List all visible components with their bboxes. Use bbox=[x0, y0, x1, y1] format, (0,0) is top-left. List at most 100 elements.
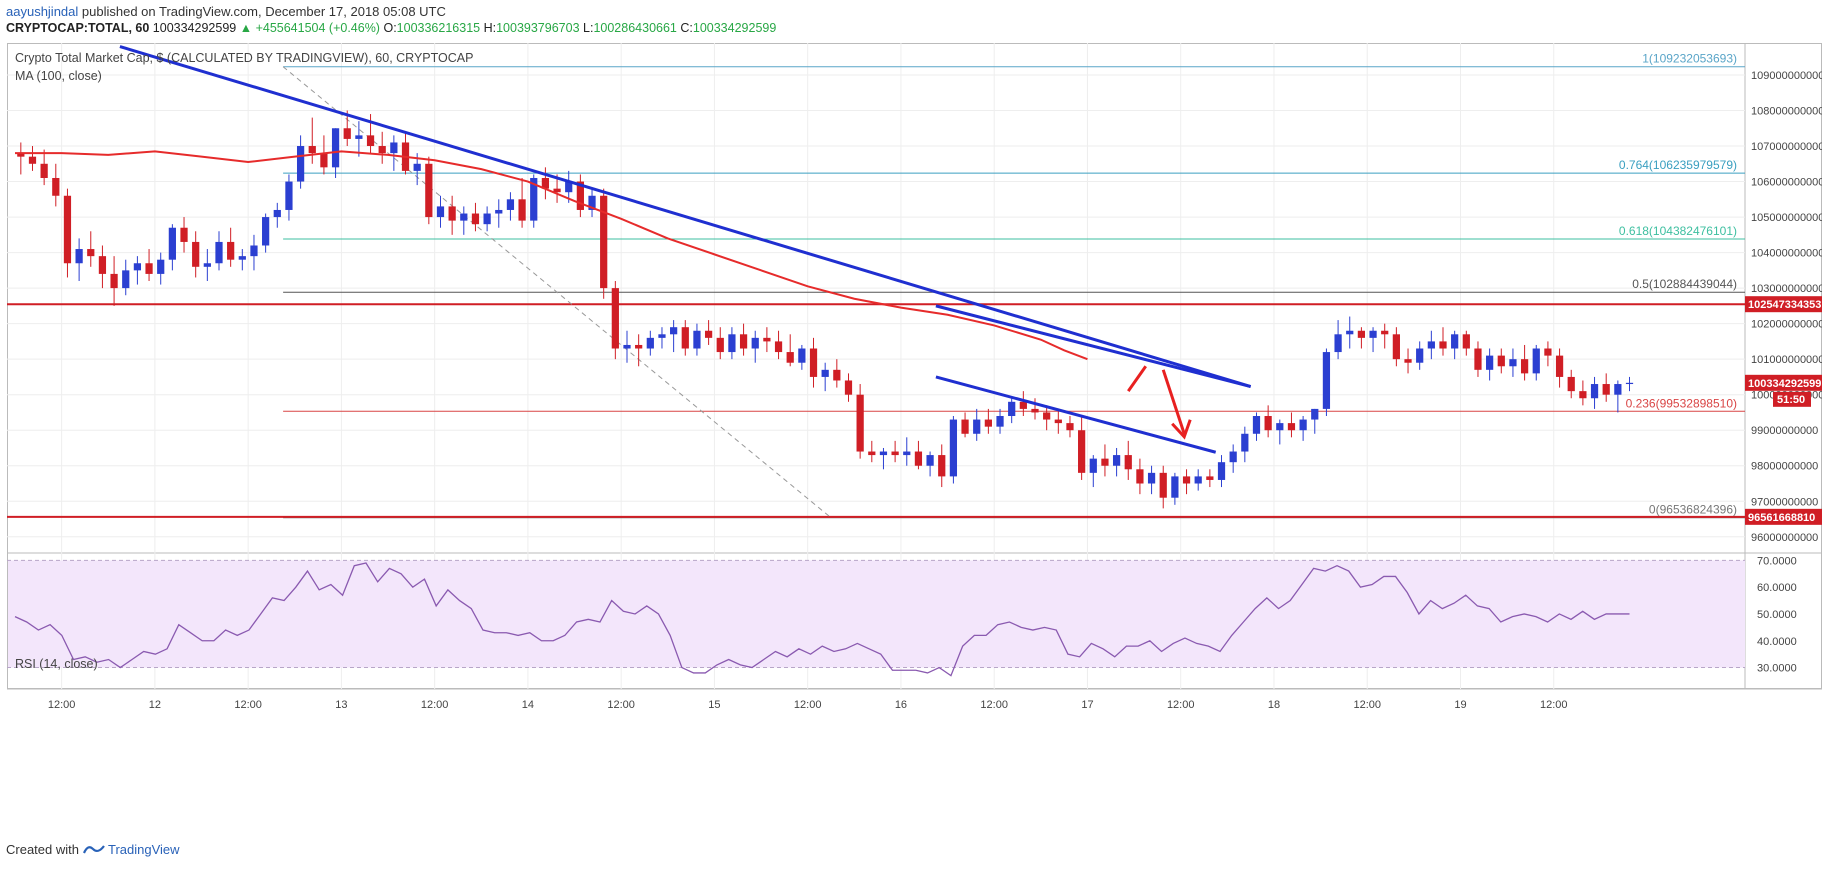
candle-body bbox=[390, 142, 398, 154]
open-value: 100336216315 bbox=[396, 21, 481, 35]
candle-body bbox=[1136, 469, 1144, 484]
candle-body bbox=[110, 273, 118, 289]
candle-body bbox=[122, 270, 130, 289]
candle-body bbox=[623, 344, 631, 349]
candle-body bbox=[98, 256, 107, 274]
candle-body bbox=[786, 352, 794, 363]
candle-body bbox=[1520, 359, 1529, 374]
candle-body bbox=[145, 263, 153, 274]
rsi-legend[interactable]: RSI (14, close) bbox=[15, 657, 98, 671]
candle-body bbox=[250, 245, 258, 257]
rsi-tick-label: 40.0000 bbox=[1757, 636, 1797, 648]
x-tick-label: 18 bbox=[1268, 699, 1280, 711]
last-price: 100334292599 bbox=[152, 21, 237, 35]
candle-body bbox=[296, 146, 305, 182]
candle-body bbox=[238, 256, 246, 260]
ma-legend[interactable]: MA (100, close) bbox=[15, 69, 102, 83]
candle-body bbox=[1147, 472, 1156, 484]
y-tick-label: 99000000000 bbox=[1751, 425, 1818, 437]
x-tick-label: 17 bbox=[1081, 699, 1093, 711]
candle-body bbox=[891, 451, 899, 456]
candle-body bbox=[1019, 401, 1027, 409]
candle-body bbox=[973, 419, 981, 434]
candle-body bbox=[40, 163, 48, 178]
main-trendline bbox=[119, 45, 1252, 388]
candle-body bbox=[856, 394, 864, 452]
candle-body bbox=[1112, 455, 1121, 466]
x-tick-label: 16 bbox=[895, 699, 907, 711]
current-price-value: 100334292599 bbox=[1748, 378, 1821, 390]
publish-header: aayushjindal published on TradingView.co… bbox=[6, 4, 446, 19]
x-tick-label: 12:00 bbox=[234, 699, 262, 711]
candle-body bbox=[1357, 330, 1366, 338]
y-tick-label: 106000000000 bbox=[1751, 177, 1822, 189]
candle-body bbox=[28, 156, 37, 164]
candle-body bbox=[1159, 472, 1167, 498]
candle-body bbox=[413, 163, 421, 171]
candle-body bbox=[658, 334, 666, 338]
candle-body bbox=[448, 206, 456, 221]
candle-body bbox=[1602, 384, 1610, 395]
candle-body bbox=[576, 181, 584, 210]
candle-body bbox=[1101, 458, 1109, 466]
y-tick-label: 104000000000 bbox=[1751, 248, 1822, 260]
y-tick-label: 107000000000 bbox=[1751, 141, 1822, 153]
candle-body bbox=[693, 330, 701, 349]
tradingview-link[interactable]: TradingView bbox=[108, 842, 180, 857]
fib-0-label: 0(96536824396) bbox=[1649, 503, 1737, 517]
down-arrow-shaft bbox=[1161, 369, 1186, 435]
candle-body bbox=[215, 241, 223, 264]
candle-body bbox=[844, 380, 853, 395]
candle-body bbox=[553, 188, 561, 193]
candle-body bbox=[879, 451, 888, 456]
resistance-line-value: 102547334353 bbox=[1748, 299, 1821, 311]
candle-body bbox=[821, 369, 829, 377]
fib-1-label: 1(109232053693) bbox=[1642, 52, 1737, 66]
candle-body bbox=[168, 227, 176, 260]
candle-body bbox=[192, 241, 200, 267]
candle-body bbox=[436, 206, 445, 218]
candle-body bbox=[938, 455, 946, 477]
fib-0236-label: 0.236(99532898510) bbox=[1626, 396, 1737, 410]
candle-body bbox=[914, 451, 923, 466]
candle-body bbox=[611, 288, 619, 349]
candle-body bbox=[996, 416, 1004, 427]
fib-diagonal bbox=[282, 66, 832, 519]
price-chart[interactable]: 1(109232053693) 0.764(106235979579) 0.618(… bbox=[7, 43, 1822, 840]
candle-body bbox=[681, 327, 689, 349]
candle-body bbox=[809, 348, 818, 377]
candle-body bbox=[1194, 476, 1202, 484]
candle-body bbox=[541, 177, 550, 189]
x-tick-label: 12 bbox=[149, 699, 161, 711]
candle-body bbox=[1252, 416, 1261, 434]
low-value: 100286430661 bbox=[593, 21, 677, 35]
candle-body bbox=[157, 259, 165, 274]
rsi-tick-label: 50.0000 bbox=[1757, 609, 1797, 621]
candle-body bbox=[1462, 334, 1470, 349]
candle-body bbox=[728, 334, 736, 353]
published-text: published on TradingView.com, December 1… bbox=[81, 4, 446, 19]
rsi-band bbox=[8, 560, 1745, 668]
author-link[interactable]: aayushjindal bbox=[6, 4, 79, 19]
support-line-value: 96561668810 bbox=[1748, 512, 1815, 524]
symbol-name: CRYPTOCAP:TOTAL, 60 bbox=[6, 21, 150, 35]
candle-body bbox=[1287, 423, 1296, 431]
candle-body bbox=[1299, 419, 1307, 431]
candle-body bbox=[1486, 355, 1494, 370]
x-tick-label: 12:00 bbox=[794, 699, 822, 711]
candle-body bbox=[203, 263, 211, 267]
candle-body bbox=[227, 241, 235, 260]
candle-body bbox=[751, 337, 759, 349]
candle-body bbox=[1311, 408, 1319, 420]
candle-body bbox=[868, 451, 876, 456]
countdown-badge bbox=[1773, 391, 1811, 407]
candle-body bbox=[1008, 401, 1016, 417]
candle-body bbox=[331, 128, 340, 168]
candle-body bbox=[506, 199, 515, 210]
x-tick-label: 12:00 bbox=[1353, 699, 1381, 711]
y-tick-label: 103000000000 bbox=[1751, 283, 1822, 295]
candle-body bbox=[1590, 384, 1599, 399]
candle-body bbox=[565, 181, 573, 193]
y-tick-label: 96000000000 bbox=[1751, 532, 1818, 544]
x-tick-label: 12:00 bbox=[607, 699, 635, 711]
